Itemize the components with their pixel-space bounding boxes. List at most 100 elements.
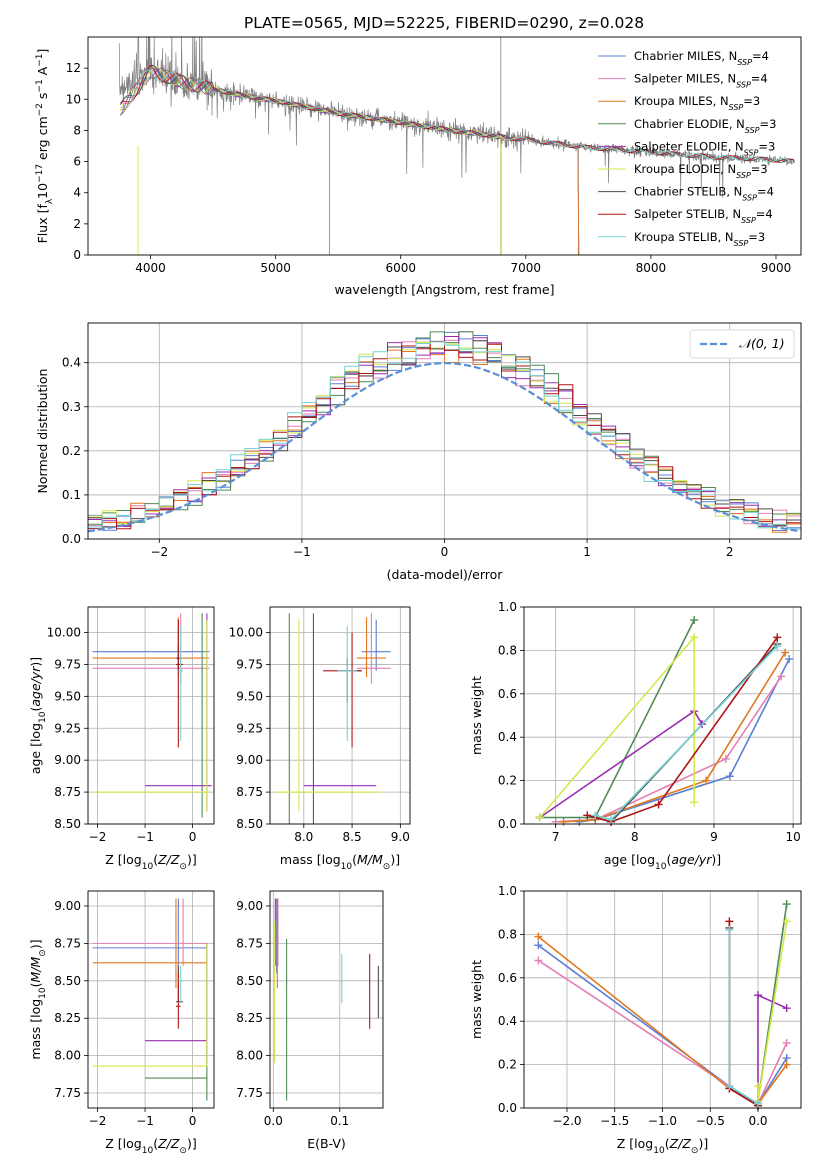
x-axis-label: mass [log10(M/M⊙)]: [280, 852, 400, 872]
x-tick-label: 7000: [511, 261, 542, 275]
y-tick-label: 8: [73, 123, 81, 137]
legend-name: Salpeter ELODIE, N: [634, 139, 744, 153]
legend-nssp: =4: [752, 49, 769, 63]
label-part: )]: [711, 852, 721, 867]
y-tick-label: 8.75: [54, 936, 81, 950]
legend-nssp: =3: [760, 117, 777, 131]
weight-marker: [702, 776, 711, 785]
x-axis-label: Z [log10(Z/Z⊙)]: [105, 852, 196, 872]
weight-line: [587, 636, 778, 823]
legend-sub: SSP: [741, 216, 756, 225]
y-tick-label: 6: [73, 155, 81, 169]
x-tick-label: −1.0: [648, 1114, 677, 1128]
x-tick-label: −2.0: [552, 1114, 581, 1128]
weight-line: [594, 643, 778, 823]
y-tick-label: 9.75: [236, 657, 263, 671]
label-part: Z [log: [105, 1136, 141, 1151]
weight-marker: [690, 633, 699, 642]
y-tick-label: 9.00: [236, 753, 263, 767]
weight-marker: [725, 1082, 734, 1091]
legend-label: Kroupa ELODIE, NSSP=3: [634, 162, 768, 180]
y-tick-label: 0.2: [498, 1058, 517, 1072]
label-part: age/yr: [28, 666, 43, 707]
mass_vs_EBV-panel: 0.0 0.1 7.75 8.00 8.25 8.50 8.75 9.00 E(B-V): [236, 890, 384, 1151]
label-part: s: [35, 93, 50, 104]
label-part: )]: [187, 1136, 197, 1151]
axes-frame: [87, 606, 215, 825]
x-tick-label: −1: [136, 1114, 154, 1128]
legend-label: Chabrier STELIB, NSSP=4: [634, 185, 774, 203]
y-axis-label: Flux [fλ10−17 erg cm−2 s−1 A−1]: [35, 49, 55, 244]
x-tick-label: −1: [293, 545, 311, 559]
y-tick-label: 9.25: [54, 721, 81, 735]
label-part: ⊙: [38, 949, 48, 957]
label-part: Z [log: [105, 852, 141, 867]
y-tick-label: 0.6: [498, 971, 517, 985]
axes-frame: [269, 606, 411, 825]
legend-sub: SSP: [736, 80, 751, 89]
axes-frame: [87, 36, 802, 256]
y-tick-label: 8.00: [54, 1049, 81, 1063]
label-part: (: [28, 982, 43, 987]
spectrum-model-line: [120, 69, 795, 164]
label-part: erg cm: [35, 116, 50, 164]
x-tick-label: 0.0: [748, 1114, 767, 1128]
weight-marker: [690, 616, 699, 625]
legend-label: Chabrier ELODIE, NSSP=3: [634, 117, 776, 135]
weight-marker: [785, 655, 794, 664]
mass_vs_Z-panel: −2 −1 07.758.008.258.508.759.00Z [log10(Z/…: [28, 890, 215, 1156]
weight-marker: [773, 633, 782, 642]
axes-frame: [87, 890, 215, 1109]
y-tick-label: 0: [73, 248, 81, 262]
age_vs_Z-panel: −2 −1 0 8.50 8.75 9.00 9.25 9.50 9.75 10.00 Z [log…: [28, 606, 215, 872]
weight-marker: [725, 772, 734, 781]
x-axis-label: E(B-V): [307, 1136, 346, 1151]
y-tick-label: 0.0: [498, 1101, 517, 1115]
spectrum-model-line: [120, 68, 502, 255]
y-tick-label: 9.00: [236, 899, 263, 913]
legend-nssp: =3: [751, 162, 768, 176]
x-tick-label: −1: [136, 830, 154, 844]
x-tick-label: −2: [89, 830, 107, 844]
legend-sub: SSP: [734, 238, 749, 247]
x-axis-label: age [log10(age/yr)]: [604, 852, 721, 872]
y-tick-label: 0.1: [62, 488, 81, 502]
y-axis-label: mass [log10(M/M⊙)]: [28, 939, 48, 1059]
spectrum-panel: 4000 5000 6000 7000 8000 9000 0 2 4 6 8 10 12 wavelen…: [35, 36, 802, 297]
legend-name: Chabrier ELODIE, N: [634, 117, 745, 131]
x-tick-label: 9: [710, 830, 718, 844]
legend-name: Salpeter STELIB, N: [634, 207, 741, 221]
y-tick-label: 8.50: [54, 817, 81, 831]
legend-label: Kroupa STELIB, NSSP=3: [634, 230, 765, 248]
x-tick-label: 7: [552, 830, 560, 844]
y-tick-label: 9.50: [54, 689, 81, 703]
label-part: (: [28, 707, 43, 712]
y-tick-label: 4: [73, 186, 81, 200]
weight-marker: [782, 1004, 791, 1013]
label-part: mass [log: [280, 852, 341, 867]
x-tick-label: 8.0: [294, 830, 313, 844]
label-part: Z [log: [617, 1136, 653, 1151]
y-tick-label: 8.50: [236, 817, 263, 831]
label-part: 10: [38, 987, 48, 999]
x-tick-label: 0.1: [330, 1114, 349, 1128]
y-tick-label: 9.00: [54, 753, 81, 767]
label-part: age [log: [28, 723, 43, 774]
label-part: 10: [341, 862, 353, 872]
weight-marker: [782, 1060, 791, 1069]
label-part: (: [352, 852, 357, 867]
label-part: age [log: [604, 852, 655, 867]
label-part: )]: [390, 852, 400, 867]
legend-nssp: =3: [758, 139, 775, 153]
label-part: (: [153, 1136, 158, 1151]
y-tick-label: 0.4: [498, 1014, 517, 1028]
weight-marker: [535, 813, 544, 822]
y-tick-label: 7.75: [54, 1086, 81, 1100]
weight-marker: [654, 800, 663, 809]
y-tick-label: 10.00: [229, 626, 263, 640]
y-tick-label: 8.75: [236, 785, 263, 799]
label-part: Normed distribution: [35, 369, 50, 494]
y-tick-label: 1.0: [498, 884, 517, 898]
